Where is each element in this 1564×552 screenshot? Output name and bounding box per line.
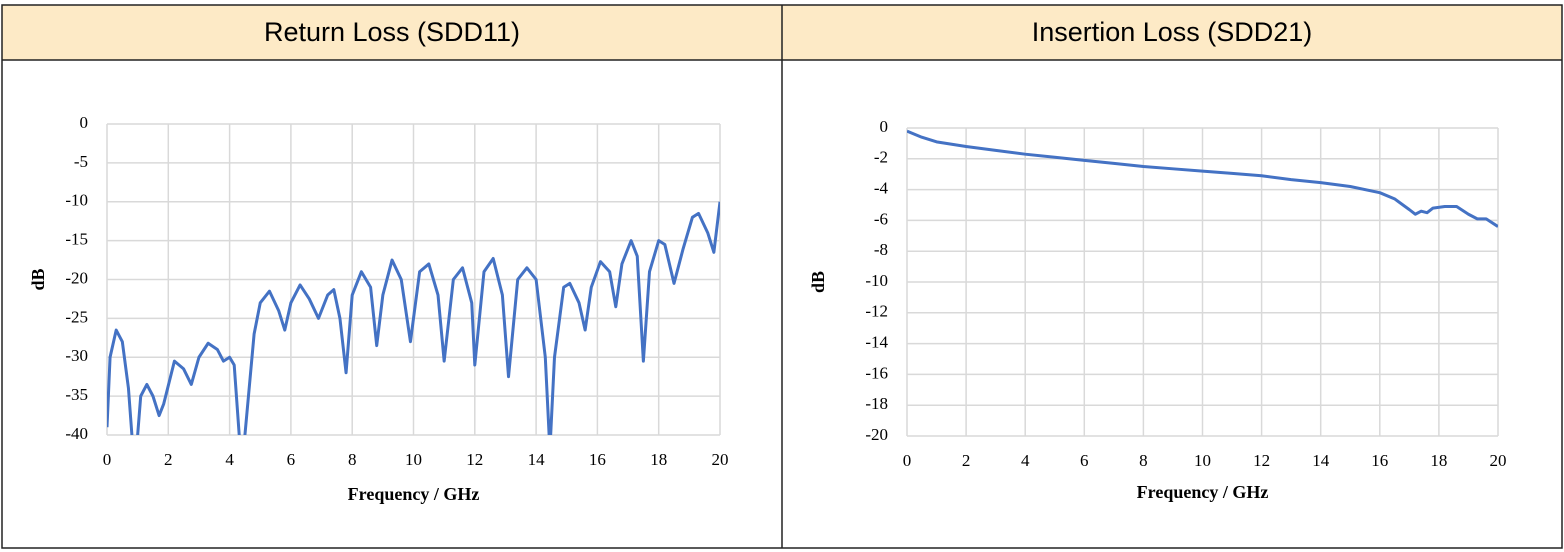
x-tick-label: 14 [1312, 451, 1330, 470]
y-tick-label: -30 [65, 346, 88, 365]
x-tick-label: 12 [1253, 451, 1270, 470]
data-line [107, 201, 720, 435]
x-tick-label: 20 [1490, 451, 1507, 470]
x-tick-label: 0 [103, 450, 112, 469]
y-tick-label: -4 [874, 179, 889, 198]
x-tick-label: 20 [712, 450, 729, 469]
x-tick-label: 2 [962, 451, 971, 470]
y-tick-label: -14 [865, 333, 888, 352]
y-tick-label: -15 [65, 230, 88, 249]
x-tick-label: 2 [164, 450, 173, 469]
y-tick-label: -2 [874, 148, 888, 167]
x-axis-label: Frequency / GHz [1137, 482, 1269, 502]
y-tick-label: -40 [65, 424, 88, 443]
y-tick-label: 0 [80, 113, 89, 132]
chart-title: Insertion Loss (SDD21) [1032, 17, 1313, 47]
x-tick-label: 6 [287, 450, 296, 469]
y-tick-label: -25 [65, 307, 88, 326]
y-tick-label: -18 [865, 394, 888, 413]
x-tick-label: 6 [1080, 451, 1089, 470]
y-tick-label: -12 [865, 302, 888, 321]
x-tick-label: 12 [466, 450, 483, 469]
data-line [907, 129, 1498, 228]
x-tick-label: 16 [589, 450, 606, 469]
x-tick-label: 0 [903, 451, 912, 470]
x-axis-label: Frequency / GHz [348, 484, 480, 504]
y-tick-label: -6 [874, 209, 888, 228]
y-tick-label: -8 [874, 240, 888, 259]
x-tick-label: 16 [1371, 451, 1388, 470]
x-tick-label: 8 [348, 450, 357, 469]
y-tick-label: -20 [865, 425, 888, 444]
y-tick-label: -16 [865, 363, 888, 382]
x-tick-label: 4 [225, 450, 234, 469]
y-axis-label: dB [28, 268, 48, 290]
chart-title: Return Loss (SDD11) [264, 17, 520, 47]
x-tick-label: 4 [1021, 451, 1030, 470]
y-tick-label: -20 [65, 268, 88, 287]
x-tick-label: 10 [405, 450, 422, 469]
y-tick-label: -10 [65, 191, 88, 210]
x-tick-label: 10 [1194, 451, 1211, 470]
y-tick-label: -35 [65, 385, 88, 404]
x-tick-label: 8 [1139, 451, 1148, 470]
x-tick-label: 18 [1430, 451, 1447, 470]
y-tick-label: -5 [74, 152, 88, 171]
y-tick-label: -10 [865, 271, 888, 290]
y-tick-label: 0 [880, 117, 889, 136]
x-tick-label: 18 [650, 450, 667, 469]
y-axis-label: dB [808, 271, 828, 293]
x-tick-label: 14 [528, 450, 546, 469]
